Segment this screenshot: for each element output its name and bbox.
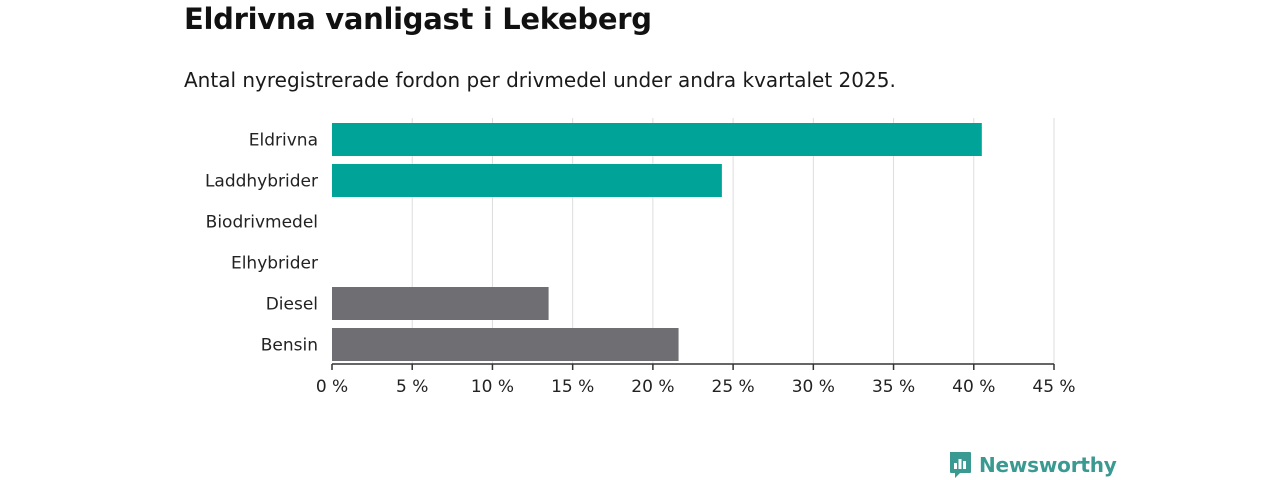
x-tick-label: 0 % [316, 377, 348, 397]
x-tick-label: 10 % [471, 377, 514, 397]
bar-chart: Eldrivna Laddhybrider Biodrivmedel Elhybrid… [205, 118, 1076, 397]
grid-lines [411, 118, 1055, 364]
bars [332, 123, 982, 361]
category-label: Diesel [266, 295, 318, 315]
x-tick-label: 20 % [631, 377, 674, 397]
chart-title: Eldrivna vanligast i Lekeberg [184, 2, 652, 36]
x-tick-label: 35 % [872, 377, 915, 397]
x-tick-label: 40 % [952, 377, 995, 397]
brand-logo: Newsworthy [948, 450, 1117, 480]
bar-diesel [332, 287, 549, 320]
x-tick-label: 5 % [396, 377, 428, 397]
category-labels: Eldrivna Laddhybrider Biodrivmedel Elhybrid… [205, 131, 318, 356]
x-tick-label: 45 % [1032, 377, 1075, 397]
bar-laddhybrider [332, 164, 722, 197]
x-tick-label: 30 % [792, 377, 835, 397]
category-label: Elhybrider [231, 254, 318, 274]
x-axis: 0 % 5 % 10 % 15 % 20 % 25 % 30 % 35 % 40 % 45 % [316, 363, 1076, 397]
category-label: Eldrivna [249, 131, 318, 151]
chart-subtitle: Antal nyregistrerade fordon per drivmede… [184, 68, 896, 92]
bar-eldrivna [332, 123, 982, 156]
bar-bensin [332, 328, 679, 361]
newsworthy-logo-icon [950, 452, 971, 478]
category-label: Bensin [261, 336, 318, 356]
category-label: Laddhybrider [205, 172, 318, 192]
x-tick-label: 15 % [551, 377, 594, 397]
brand-name: Newsworthy [979, 453, 1117, 477]
x-tick-label: 25 % [712, 377, 755, 397]
category-label: Biodrivmedel [206, 213, 318, 233]
